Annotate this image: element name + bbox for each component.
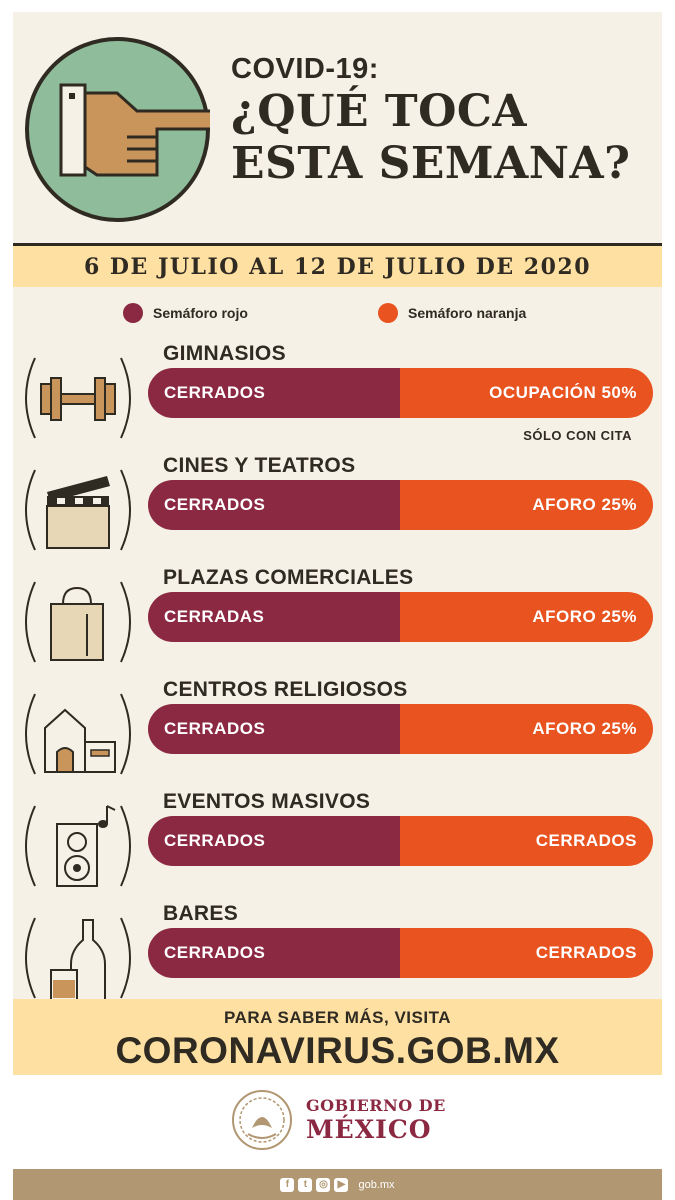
orange-status: AFORO 25%: [400, 480, 653, 530]
gov-line1: GOBIERNO DE: [306, 1096, 446, 1115]
category-row-bares: BARES CERRADOS CERRADOS: [13, 902, 662, 1014]
orange-status: CERRADOS: [400, 928, 653, 978]
church-icon: [25, 693, 131, 775]
orange-status: CERRADOS: [400, 816, 653, 866]
hero-circle: [25, 37, 210, 222]
hero-line1: COVID-19:: [231, 53, 379, 85]
coat-of-arms-icon: [232, 1090, 292, 1150]
social-links: f t ◎ ▶: [280, 1177, 349, 1192]
red-status: CERRADOS: [148, 480, 400, 530]
youtube-icon[interactable]: ▶: [334, 1177, 349, 1192]
bottom-bar: f t ◎ ▶ gob.mx: [13, 1169, 662, 1200]
status-bar: CERRADOS OCUPACIÓN 50%: [148, 368, 653, 418]
facebook-icon[interactable]: f: [280, 1177, 295, 1192]
appointment-note: SÓLO CON CITA: [523, 428, 632, 443]
red-status: CERRADOS: [148, 816, 400, 866]
footer-small-text: PARA SABER MÁS, VISITA: [224, 1008, 451, 1027]
shopping-bag-icon: [25, 581, 131, 663]
category-row-religiosos: CENTROS RELIGIOSOS CERRADOS AFORO 25%: [13, 678, 662, 790]
site-link[interactable]: gob.mx: [358, 1178, 395, 1191]
hero-title: COVID-19: ¿QUÉ TOCA ESTA SEMANA?: [231, 52, 630, 190]
red-dot-icon: [123, 303, 143, 323]
date-banner: 6 DE JULIO AL 12 DE JULIO DE 2020: [13, 243, 662, 287]
category-row-eventos: EVENTOS MASIVOS CERRADOS CERRADOS: [13, 790, 662, 902]
status-bar: CERRADAS AFORO 25%: [148, 592, 653, 642]
twitter-icon[interactable]: t: [298, 1177, 313, 1192]
category-row-plazas: PLAZAS COMERCIALES CERRADAS AFORO 25%: [13, 566, 662, 678]
category-title: PLAZAS COMERCIALES: [163, 566, 414, 589]
status-bar: CERRADOS AFORO 25%: [148, 704, 653, 754]
instagram-icon[interactable]: ◎: [316, 1177, 331, 1192]
clapperboard-icon: [25, 469, 131, 551]
category-row-gimnasios: GIMNASIOS CERRADOS OCUPACIÓN 50% SÓLO CO…: [13, 342, 662, 454]
status-bar: CERRADOS AFORO 25%: [148, 480, 653, 530]
category-title: CENTROS RELIGIOSOS: [163, 678, 408, 701]
red-status: CERRADOS: [148, 368, 400, 418]
status-bar: CERRADOS CERRADOS: [148, 928, 653, 978]
category-title: GIMNASIOS: [163, 342, 286, 365]
orange-status: AFORO 25%: [400, 592, 653, 642]
footer-banner: PARA SABER MÁS, VISITA CORONAVIRUS.GOB.M…: [13, 999, 662, 1075]
red-status: CERRADOS: [148, 704, 400, 754]
category-title: EVENTOS MASIVOS: [163, 790, 371, 813]
category-title: BARES: [163, 902, 239, 925]
hero-line3: ESTA SEMANA?: [231, 138, 631, 189]
legend-red: Semáforo rojo: [123, 303, 248, 323]
pointing-hand-icon: [59, 83, 210, 177]
speaker-icon: [25, 805, 131, 887]
orange-status: OCUPACIÓN 50%: [400, 368, 653, 418]
red-status: CERRADOS: [148, 928, 400, 978]
legend-orange: Semáforo naranja: [378, 303, 526, 323]
status-bar: CERRADOS CERRADOS: [148, 816, 653, 866]
legend-red-label: Semáforo rojo: [153, 305, 248, 321]
government-logo: GOBIERNO DE MÉXICO: [230, 1088, 446, 1152]
category-row-cines: CINES Y TEATROS CERRADOS AFORO 25%: [13, 454, 662, 566]
orange-status: AFORO 25%: [400, 704, 653, 754]
dumbbell-icon: [25, 357, 131, 439]
gov-line2: MÉXICO: [306, 1115, 432, 1144]
orange-dot-icon: [378, 303, 398, 323]
footer-url[interactable]: CORONAVIRUS.GOB.MX: [115, 1030, 560, 1071]
category-title: CINES Y TEATROS: [163, 454, 356, 477]
legend-orange-label: Semáforo naranja: [408, 305, 527, 321]
hero-line2: ¿QUÉ TOCA: [231, 86, 528, 137]
infographic-card: COVID-19: ¿QUÉ TOCA ESTA SEMANA? 6 DE JU…: [13, 12, 662, 1075]
bottle-icon: [25, 917, 131, 1001]
red-status: CERRADAS: [148, 592, 400, 642]
